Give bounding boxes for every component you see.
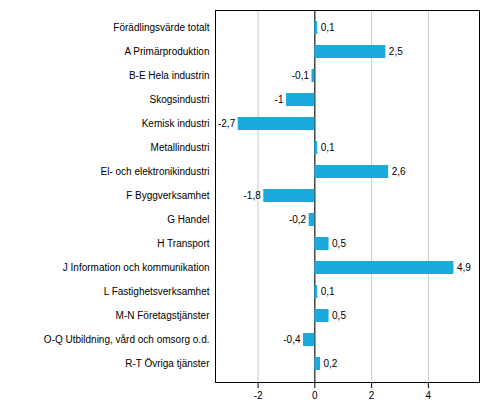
svg-text:Kemisk industri: Kemisk industri bbox=[142, 118, 210, 129]
svg-text:0,2: 0,2 bbox=[324, 358, 338, 369]
svg-text:M-N Företagstjänster: M-N Företagstjänster bbox=[116, 310, 211, 321]
svg-text:-1,8: -1,8 bbox=[244, 190, 262, 201]
svg-text:-1: -1 bbox=[275, 94, 284, 105]
svg-text:El- och elektronikindustri: El- och elektronikindustri bbox=[101, 166, 210, 177]
svg-text:Metallindustri: Metallindustri bbox=[151, 142, 210, 153]
svg-text:-2: -2 bbox=[254, 390, 263, 401]
svg-text:-0,1: -0,1 bbox=[292, 70, 310, 81]
svg-text:4: 4 bbox=[426, 390, 432, 401]
svg-text:F Byggverksamhet: F Byggverksamhet bbox=[126, 190, 210, 201]
svg-text:0: 0 bbox=[312, 390, 318, 401]
svg-text:R-T Övriga tjänster: R-T Övriga tjänster bbox=[125, 358, 210, 369]
svg-text:L Fastighetsverksamhet: L Fastighetsverksamhet bbox=[104, 286, 210, 297]
svg-text:0,1: 0,1 bbox=[321, 286, 335, 297]
svg-text:-2,7: -2,7 bbox=[218, 118, 236, 129]
svg-text:A Primärproduktion: A Primärproduktion bbox=[124, 46, 209, 57]
svg-text:0,1: 0,1 bbox=[321, 22, 335, 33]
svg-text:Skogsindustri: Skogsindustri bbox=[149, 94, 209, 105]
svg-text:0,5: 0,5 bbox=[332, 238, 346, 249]
svg-text:O-Q Utbildning, vård och omsor: O-Q Utbildning, vård och omsorg o.d. bbox=[44, 334, 210, 345]
svg-text:G Handel: G Handel bbox=[167, 214, 209, 225]
svg-text:2: 2 bbox=[369, 390, 375, 401]
svg-text:2,5: 2,5 bbox=[389, 46, 403, 57]
svg-text:H Transport: H Transport bbox=[157, 238, 209, 249]
svg-text:0,1: 0,1 bbox=[321, 142, 335, 153]
svg-text:2,6: 2,6 bbox=[392, 166, 406, 177]
svg-text:0,5: 0,5 bbox=[332, 310, 346, 321]
svg-text:Förädlingsvärde totalt: Förädlingsvärde totalt bbox=[113, 22, 209, 33]
svg-text:B-E Hela industrin: B-E Hela industrin bbox=[129, 70, 210, 81]
svg-text:4,9: 4,9 bbox=[457, 262, 471, 273]
svg-text:J Information och kommunikatio: J Information och kommunikation bbox=[63, 262, 210, 273]
svg-text:-0,2: -0,2 bbox=[289, 214, 307, 225]
svg-text:-0,4: -0,4 bbox=[283, 334, 301, 345]
